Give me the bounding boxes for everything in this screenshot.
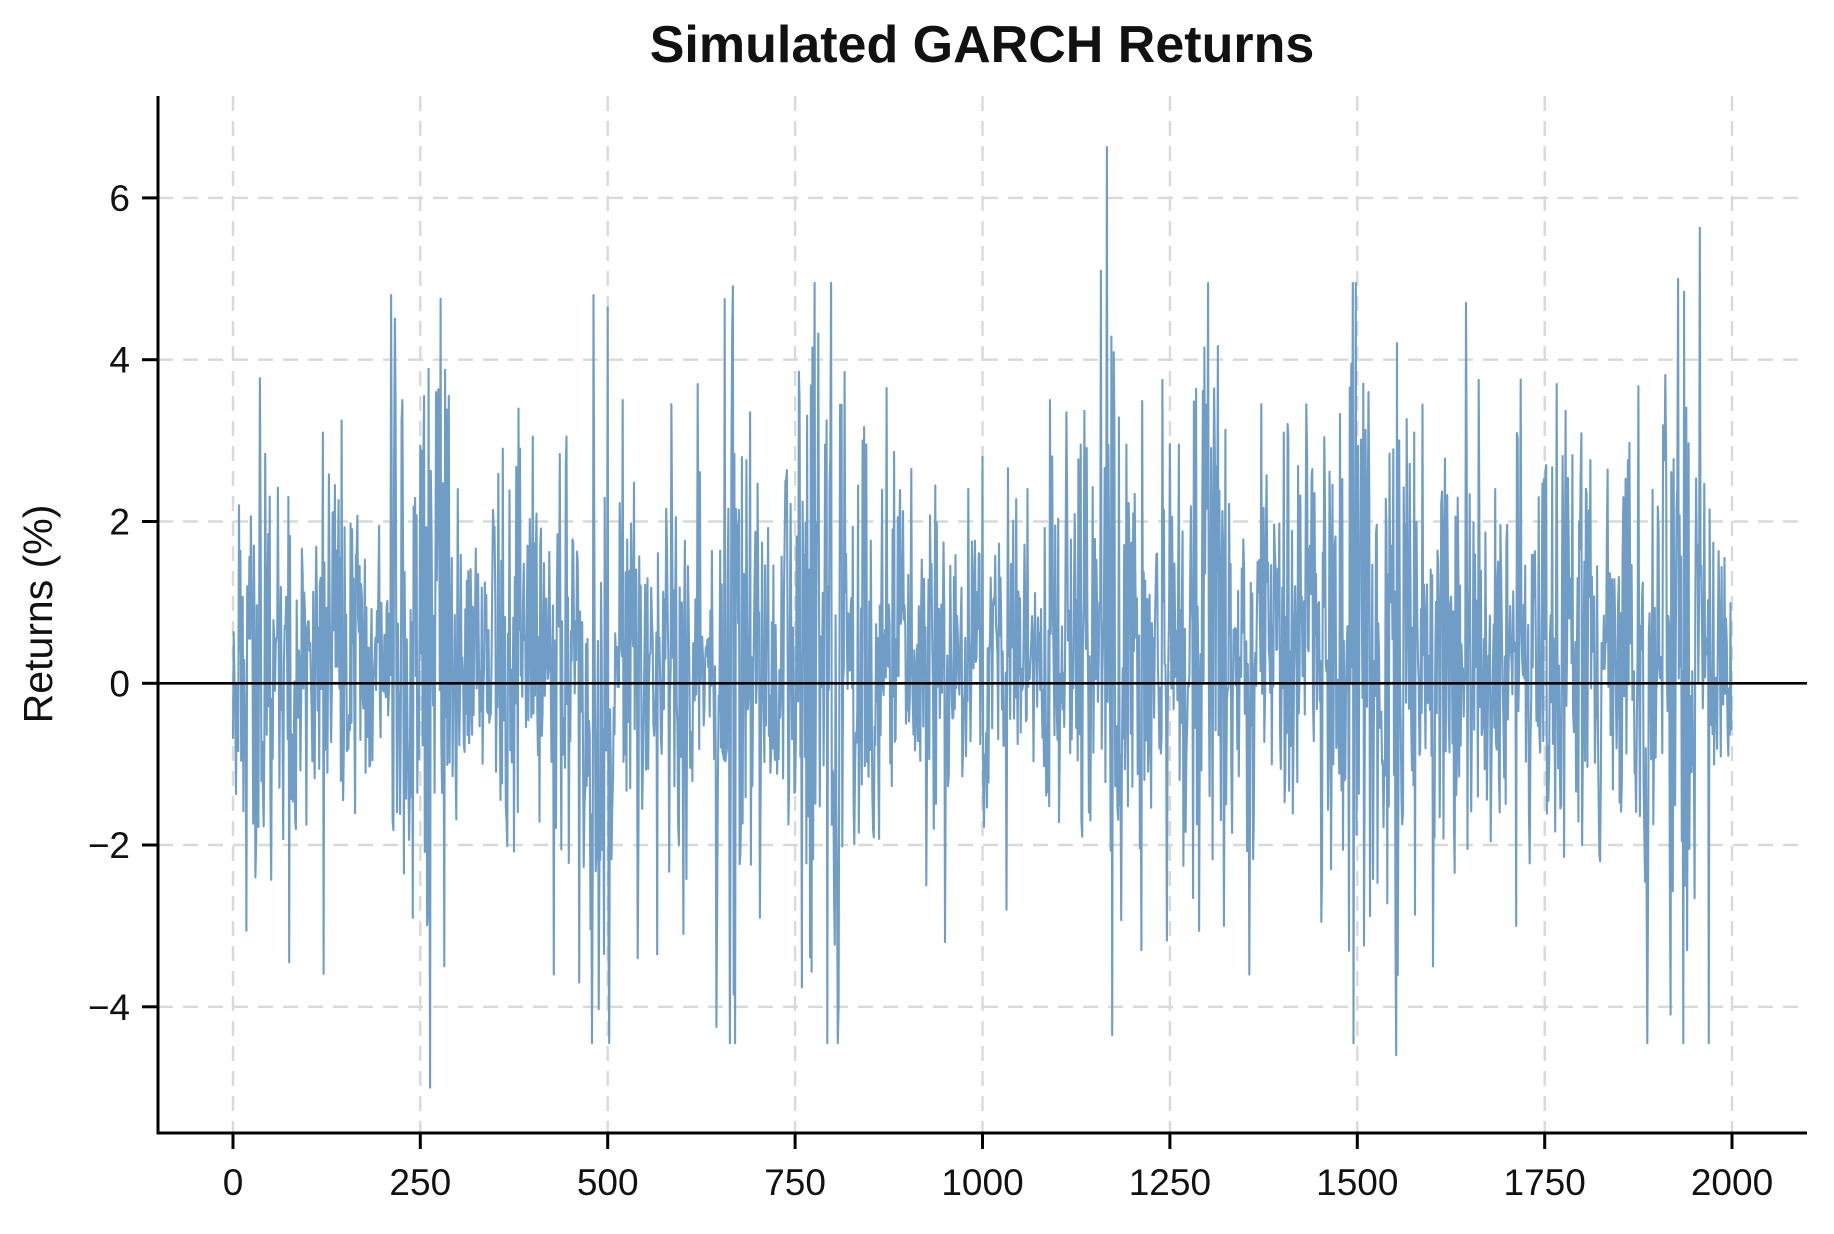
y-tick-label: 2 [109,502,130,543]
x-tick-label: 1000 [941,1162,1023,1203]
y-tick-label: 0 [109,663,130,704]
x-tick-label: 250 [389,1162,451,1203]
x-tick-label: 1250 [1129,1162,1211,1203]
x-tick-label: 0 [223,1162,244,1203]
y-tick-label: 4 [109,340,130,381]
x-tick-label: 2000 [1691,1162,1773,1203]
axis-ticks: 0 250 500 750 1000 1250 1500 1750 2000 −4 −2 0 2 4 6 [88,178,1773,1203]
y-axis-label: Returns (%) [15,505,61,724]
x-tick-label: 500 [577,1162,639,1203]
chart-title: Simulated GARCH Returns [650,16,1315,74]
x-tick-label: 750 [764,1162,826,1203]
y-tick-label: −2 [88,825,130,866]
returns-line-series [231,145,1733,1089]
x-tick-label: 1750 [1504,1162,1586,1203]
y-tick-label: −4 [88,987,130,1028]
x-tick-label: 1500 [1316,1162,1398,1203]
y-tick-label: 6 [109,178,130,219]
